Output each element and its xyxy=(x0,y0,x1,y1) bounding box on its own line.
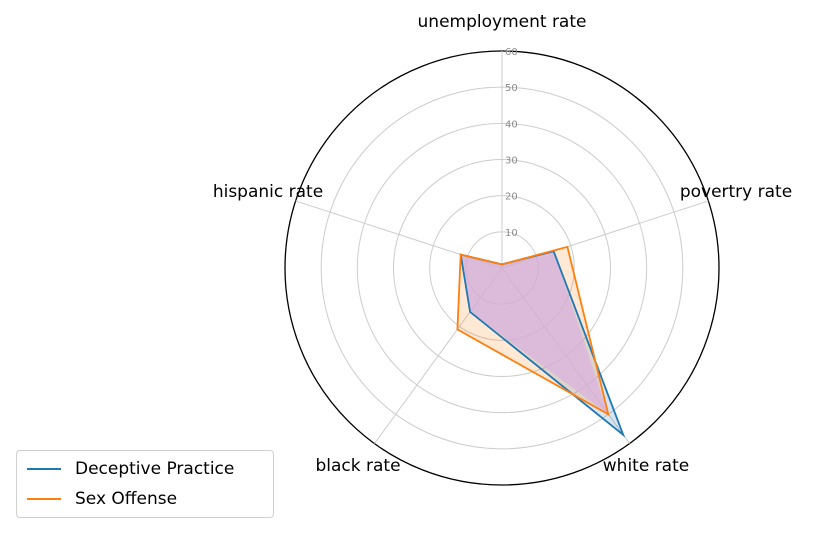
r-tick-50: 50 xyxy=(505,83,518,94)
series-fills xyxy=(457,246,624,435)
series-overlap-fill xyxy=(460,251,609,415)
axis-label-hispanic-rate: hispanic rate xyxy=(213,182,323,202)
axis-label-white-rate: white rate xyxy=(603,456,689,476)
legend-item-deceptive-practice: Deceptive Practice xyxy=(27,457,234,481)
axis-label-black-rate: black rate xyxy=(315,456,400,476)
legend: Deceptive Practice Sex Offense xyxy=(16,450,274,518)
r-tick-40: 40 xyxy=(505,119,518,130)
r-tick-10: 10 xyxy=(505,228,518,239)
radial-tick-labels: 10 20 30 40 50 60 xyxy=(505,47,518,239)
r-tick-20: 20 xyxy=(505,192,518,203)
r-tick-30: 30 xyxy=(505,156,518,167)
series-lines xyxy=(456,245,626,438)
legend-item-sex-offense: Sex Offense xyxy=(27,487,177,511)
r-tick-60: 60 xyxy=(505,47,518,58)
legend-swatch-deceptive-practice xyxy=(27,468,61,470)
series-line-sex-offense xyxy=(456,245,610,417)
legend-swatch-sex-offense xyxy=(27,498,61,500)
axis-label-povertry-rate: povertry rate xyxy=(680,182,792,202)
axis-labels: unemployment rate povertry rate white rate… xyxy=(213,12,792,476)
legend-label-deceptive-practice: Deceptive Practice xyxy=(75,459,235,479)
legend-label-sex-offense: Sex Offense xyxy=(75,489,178,509)
axis-label-unemployment-rate: unemployment rate xyxy=(418,12,587,32)
